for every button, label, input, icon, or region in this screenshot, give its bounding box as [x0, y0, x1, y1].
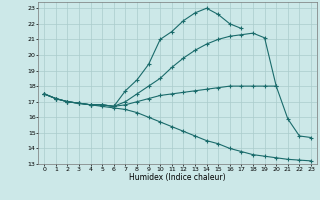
X-axis label: Humidex (Indice chaleur): Humidex (Indice chaleur): [129, 173, 226, 182]
